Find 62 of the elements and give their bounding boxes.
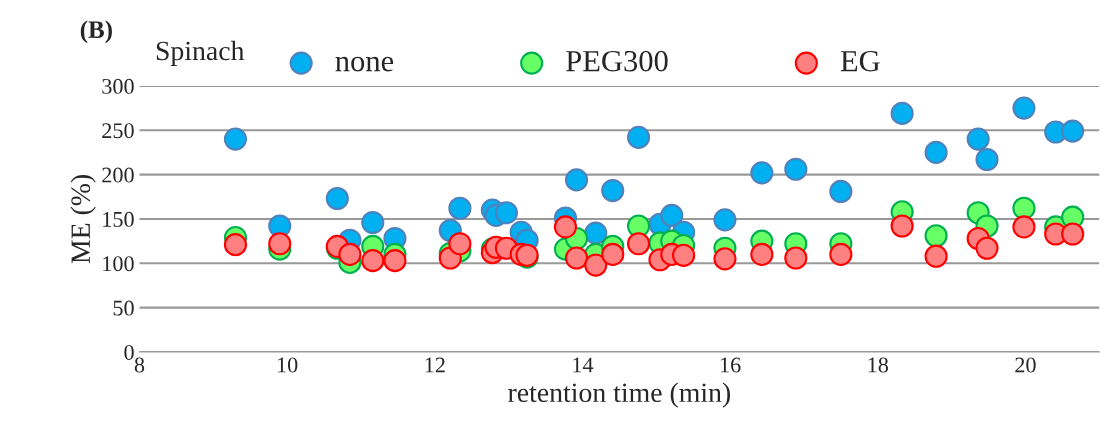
x-tick-label: 16 xyxy=(720,357,741,373)
point xyxy=(383,249,407,273)
point xyxy=(713,247,737,271)
legend-title: Spinach xyxy=(156,40,245,66)
text: (B) xyxy=(80,20,112,44)
point xyxy=(1012,215,1036,239)
point xyxy=(601,178,625,203)
point xyxy=(601,242,625,266)
point xyxy=(494,201,518,225)
point xyxy=(672,243,696,267)
point xyxy=(268,232,292,256)
point xyxy=(223,127,248,151)
point xyxy=(1012,96,1036,120)
legend-label: none xyxy=(335,56,394,72)
x-axis-title: retention time (min) xyxy=(508,382,730,408)
x-tick-label: 10 xyxy=(277,357,298,373)
point xyxy=(626,232,651,256)
y-tick-label: 200 xyxy=(102,167,134,183)
point xyxy=(924,140,948,164)
y-tick-label: 250 xyxy=(102,123,134,139)
point xyxy=(750,161,774,185)
point xyxy=(750,242,774,266)
point xyxy=(361,210,385,235)
point xyxy=(626,125,651,149)
legend-label: PEG300 xyxy=(566,50,668,72)
point xyxy=(924,224,948,248)
x-tick-label: 8 xyxy=(134,357,145,373)
point xyxy=(966,127,990,151)
point xyxy=(975,236,999,260)
point xyxy=(223,233,248,257)
point xyxy=(829,179,853,204)
point xyxy=(660,203,684,227)
y-tick-label: 0 xyxy=(124,344,134,360)
point xyxy=(361,249,385,273)
y-axis-title: ME (%) xyxy=(70,175,96,264)
x-tick-label: 12 xyxy=(425,357,445,373)
point xyxy=(890,101,914,125)
point xyxy=(325,186,349,211)
point xyxy=(890,214,914,238)
legend-label: EG xyxy=(840,50,880,72)
point xyxy=(564,246,589,270)
point xyxy=(924,244,948,268)
y-tick-label: 100 xyxy=(103,256,134,272)
point xyxy=(975,147,999,172)
x-tick-label: 14 xyxy=(573,357,594,373)
point xyxy=(829,242,853,266)
point xyxy=(553,215,578,239)
point xyxy=(784,157,808,181)
point xyxy=(338,242,362,266)
x-tick-label: 18 xyxy=(868,357,889,373)
point xyxy=(584,253,608,277)
point xyxy=(1061,222,1085,246)
point xyxy=(713,208,737,232)
point xyxy=(448,232,472,256)
point xyxy=(784,246,808,270)
point xyxy=(564,168,589,192)
point xyxy=(1061,119,1085,143)
y-tick-label: 150 xyxy=(103,211,134,227)
y-tick-label: 300 xyxy=(102,78,134,94)
y-tick-label: 50 xyxy=(113,300,134,316)
x-tick-label: 20 xyxy=(1015,357,1036,373)
point xyxy=(448,196,472,220)
